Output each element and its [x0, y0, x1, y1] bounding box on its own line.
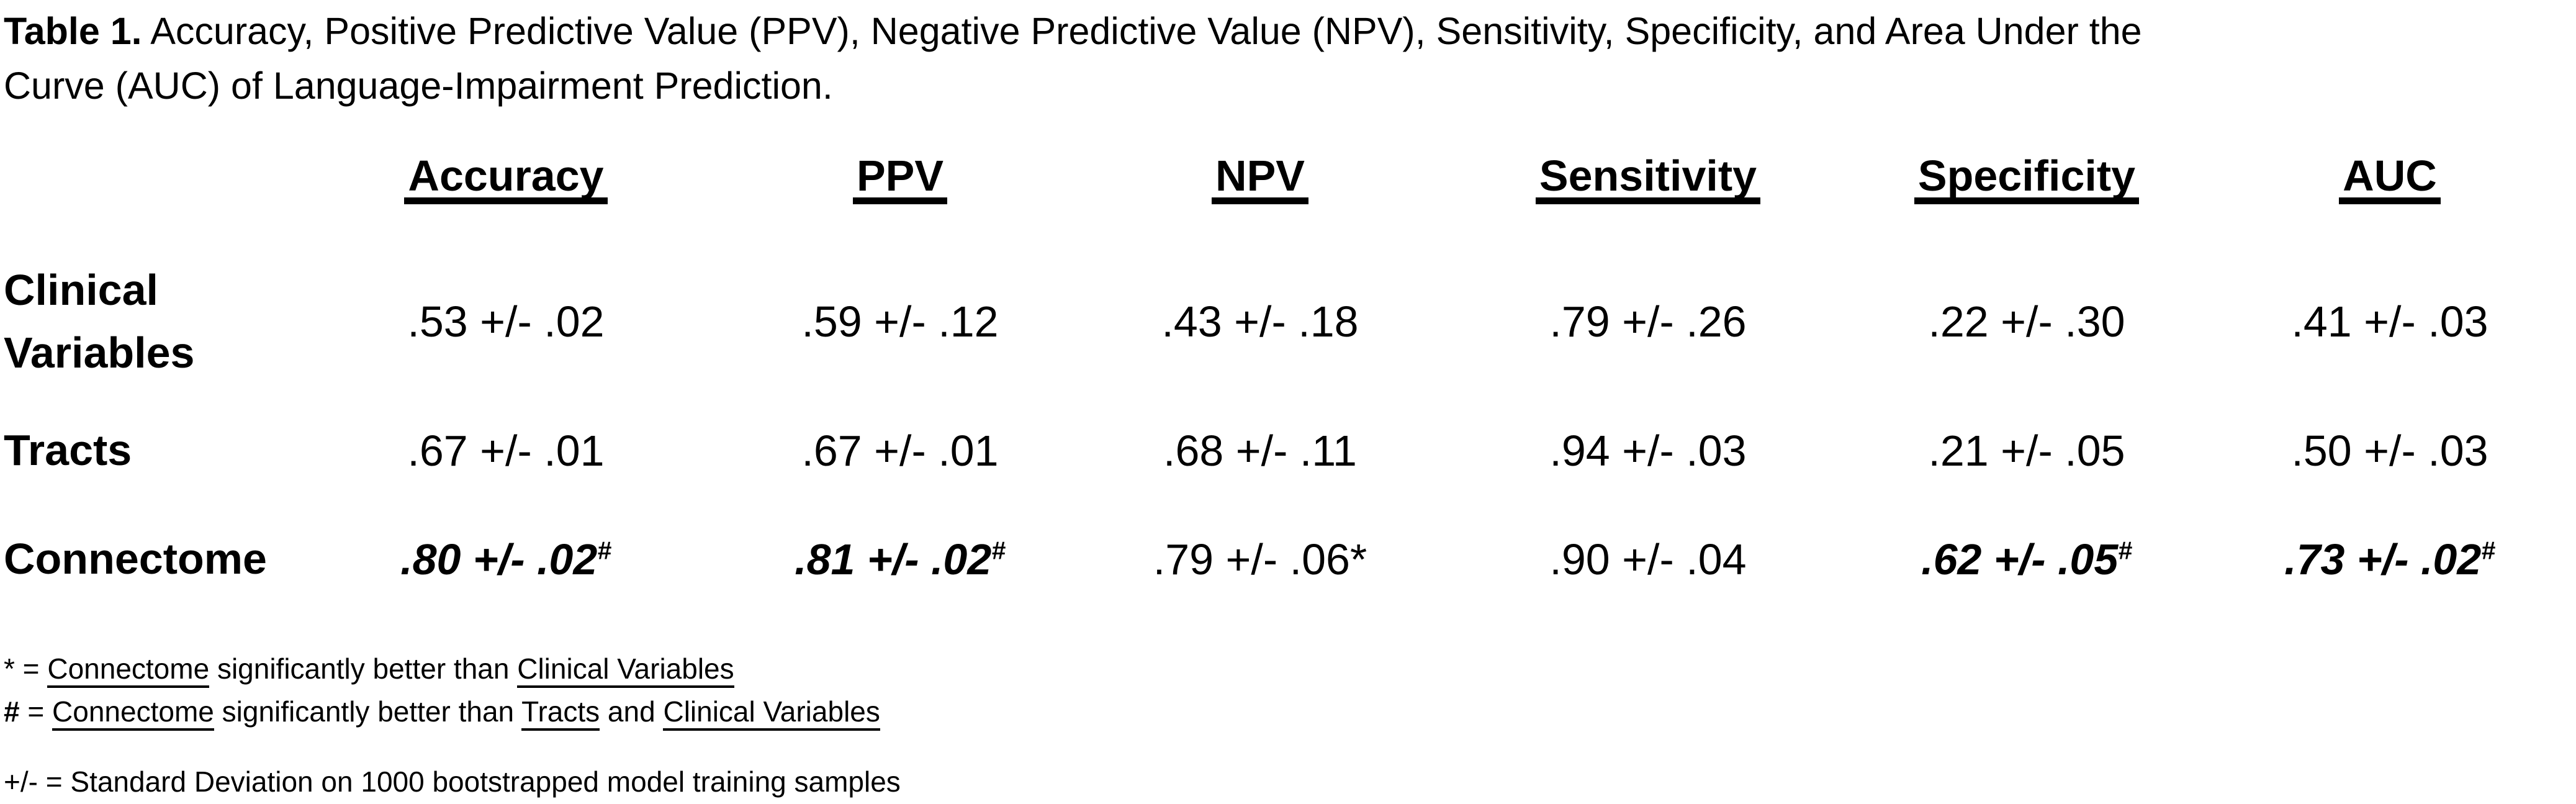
column-header-accuracy: Accuracy	[404, 154, 608, 204]
cell-tracts-auc: .50 +/- .03	[2291, 426, 2488, 475]
footnote-term-clinical-variables: Clinical Variables	[663, 695, 880, 731]
footnote-plusminus: +/- = Standard Deviation on 1000 bootstr…	[4, 766, 901, 798]
hash-superscript: #	[597, 536, 611, 565]
row-label-connectome: Connectome	[4, 535, 267, 584]
footnote-text: significantly better than	[214, 695, 522, 728]
footnote-term-connectome: Connectome	[47, 653, 210, 688]
footnote-term-tracts: Tracts	[521, 695, 600, 731]
footnote-equals: =	[14, 653, 48, 685]
cell-connectome-accuracy-value: .80 +/- .02	[400, 535, 598, 584]
table-caption-line1: Accuracy, Positive Predictive Value (PPV…	[142, 10, 2142, 52]
row-label-clinical-variables: Clinical Variables	[4, 266, 195, 377]
cell-connectome-specificity-value: .62 +/- .05	[1921, 535, 2119, 584]
table-caption-line2: Curve (AUC) of Language-Impairment Predi…	[4, 65, 833, 107]
cell-clinical-variables-specificity: .22 +/- .30	[1928, 297, 2125, 346]
cell-connectome-sensitivity: .90 +/- .04	[1549, 535, 1747, 584]
cell-connectome-accuracy: .80 +/- .02#	[400, 535, 611, 584]
table-row-clinical-variables: Clinical Variables .53 +/- .02 .59 +/- .…	[0, 259, 2576, 384]
footnote-term-clinical-variables: Clinical Variables	[517, 653, 734, 688]
table-row-tracts: Tracts .67 +/- .01 .67 +/- .01 .68 +/- .…	[0, 419, 2576, 482]
cell-connectome-npv: .79 +/- .06*	[1153, 535, 1367, 584]
cell-tracts-sensitivity: .94 +/- .03	[1549, 426, 1747, 475]
row-label-tracts: Tracts	[4, 426, 132, 475]
column-header-ppv: PPV	[852, 154, 948, 204]
footnote-hash: # = Connectome significantly better than…	[4, 690, 2576, 733]
cell-clinical-variables-ppv: .59 +/- .12	[801, 297, 999, 346]
footnote-term-connectome: Connectome	[52, 695, 214, 731]
footnote-text: and	[600, 695, 664, 728]
table-header-row: Accuracy PPV NPV Sensitivity Specificity…	[0, 154, 2576, 204]
hash-superscript: #	[2481, 536, 2495, 565]
hash-superscript: #	[2118, 536, 2132, 565]
cell-clinical-variables-sensitivity: .79 +/- .26	[1549, 297, 1747, 346]
cell-tracts-ppv: .67 +/- .01	[801, 426, 999, 475]
cell-connectome-ppv: .81 +/- .02#	[795, 535, 1006, 584]
cell-tracts-npv: .68 +/- .11	[1163, 426, 1357, 475]
footnote-equals: =	[19, 695, 53, 728]
column-header-specificity: Specificity	[1914, 154, 2140, 204]
column-header-auc: AUC	[2339, 154, 2441, 204]
cell-clinical-variables-auc: .41 +/- .03	[2291, 297, 2488, 346]
cell-clinical-variables-npv: .43 +/- .18	[1161, 297, 1359, 346]
column-header-npv: NPV	[1212, 154, 1308, 204]
footnotes-section: * = Connectome significantly better than…	[0, 648, 2576, 803]
cell-clinical-variables-accuracy: .53 +/- .02	[407, 297, 605, 346]
cell-connectome-specificity: .62 +/- .05#	[1921, 535, 2132, 584]
cell-connectome-ppv-value: .81 +/- .02	[795, 535, 992, 584]
cell-connectome-auc-value: .73 +/- .02	[2284, 535, 2482, 584]
column-header-sensitivity: Sensitivity	[1535, 154, 1761, 204]
cell-connectome-auc: .73 +/- .02#	[2284, 535, 2495, 584]
table-caption-number: Table 1.	[4, 10, 142, 52]
table-caption: Table 1. Accuracy, Positive Predictive V…	[0, 0, 2576, 113]
footnote-text: significantly better than	[209, 653, 518, 685]
footnote-asterisk: * = Connectome significantly better than…	[4, 648, 2576, 690]
hash-marker: #	[4, 695, 20, 728]
hash-superscript: #	[991, 536, 1006, 565]
cell-tracts-specificity: .21 +/- .05	[1928, 426, 2125, 475]
table-row-connectome: Connectome .80 +/- .02# .81 +/- .02# .79…	[0, 528, 2576, 590]
asterisk-marker: *	[4, 653, 15, 685]
cell-tracts-accuracy: .67 +/- .01	[407, 426, 605, 475]
